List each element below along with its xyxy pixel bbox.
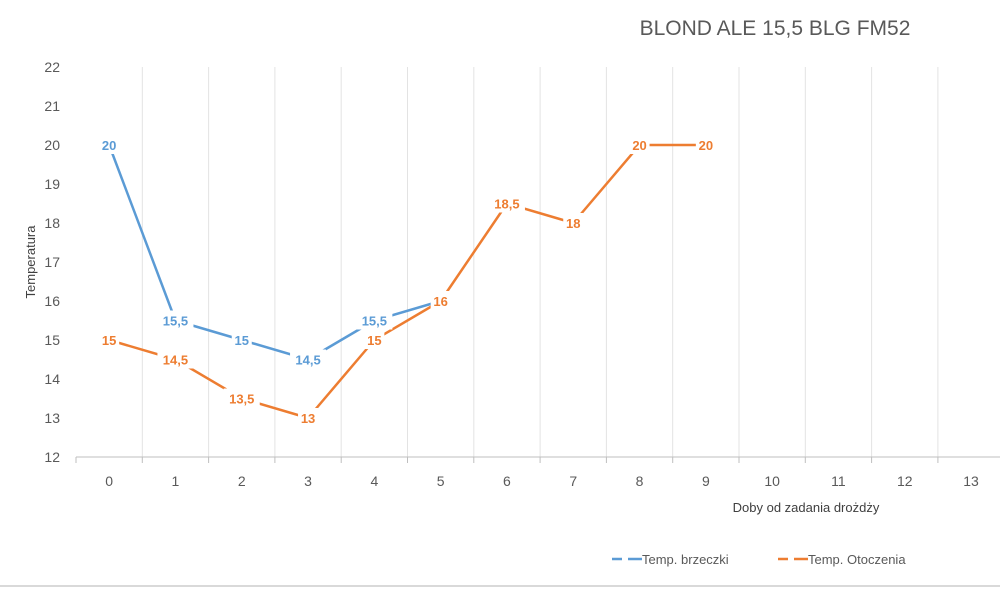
y-tick-label: 16 bbox=[44, 293, 60, 309]
x-tick-label: 8 bbox=[636, 473, 644, 489]
x-tick-label: 7 bbox=[569, 473, 577, 489]
x-tick-label: 6 bbox=[503, 473, 511, 489]
data-label-bg bbox=[488, 193, 525, 213]
y-tick-label: 22 bbox=[44, 59, 60, 75]
data-label: 13 bbox=[301, 411, 315, 426]
data-label: 15,5 bbox=[362, 314, 387, 329]
data-label: 16 bbox=[433, 294, 447, 309]
data-label: 15 bbox=[367, 333, 381, 348]
y-tick-label: 13 bbox=[44, 410, 60, 426]
data-label-bg bbox=[231, 330, 252, 349]
data-label-bg bbox=[298, 408, 319, 427]
data-label: 18,5 bbox=[494, 197, 519, 212]
legend-label: Temp. Otoczenia bbox=[808, 552, 906, 567]
data-label: 15,5 bbox=[163, 314, 188, 329]
data-label-bg bbox=[695, 135, 716, 154]
data-label-bg bbox=[157, 310, 194, 330]
x-tick-label: 5 bbox=[437, 473, 445, 489]
y-tick-label: 14 bbox=[44, 371, 60, 387]
data-label-bg bbox=[629, 135, 650, 154]
data-label: 14,5 bbox=[295, 353, 320, 368]
x-tick-label: 2 bbox=[238, 473, 246, 489]
x-tick-label: 13 bbox=[963, 473, 979, 489]
y-tick-label: 12 bbox=[44, 449, 60, 465]
chart-title: BLOND ALE 15,5 BLG FM52 bbox=[640, 17, 911, 40]
x-tick-label: 11 bbox=[831, 473, 846, 489]
data-label-bg bbox=[223, 388, 260, 408]
y-tick-label: 20 bbox=[44, 137, 60, 153]
data-label-bg bbox=[99, 330, 120, 349]
y-axis-label: Temperatura bbox=[23, 225, 38, 299]
data-label: 13,5 bbox=[229, 392, 254, 407]
data-label: 20 bbox=[699, 138, 713, 153]
data-label-bg bbox=[364, 330, 385, 349]
data-label-bg bbox=[563, 213, 584, 232]
y-tick-label: 18 bbox=[44, 215, 60, 231]
data-label-bg bbox=[290, 349, 327, 369]
y-tick-label: 15 bbox=[44, 332, 60, 348]
data-label: 20 bbox=[102, 138, 116, 153]
data-label-bg bbox=[430, 291, 451, 310]
legend-label: Temp. brzeczki bbox=[642, 552, 729, 567]
y-tick-label: 17 bbox=[44, 254, 60, 270]
x-axis-label: Doby od zadania drożdży bbox=[733, 500, 880, 515]
data-label: 20 bbox=[632, 138, 646, 153]
y-tick-label: 21 bbox=[44, 98, 60, 114]
x-tick-label: 4 bbox=[370, 473, 378, 489]
x-tick-label: 3 bbox=[304, 473, 312, 489]
series-line-1 bbox=[108, 143, 706, 420]
data-label: 15 bbox=[102, 333, 116, 348]
x-tick-label: 0 bbox=[105, 473, 113, 489]
data-label-bg bbox=[157, 349, 194, 369]
x-tick-label: 12 bbox=[897, 473, 913, 489]
data-label-bg bbox=[99, 135, 120, 154]
y-tick-label: 19 bbox=[44, 176, 60, 192]
data-label-bg bbox=[356, 310, 393, 330]
x-tick-label: 10 bbox=[764, 473, 780, 489]
data-label: 14,5 bbox=[163, 353, 188, 368]
x-tick-label: 9 bbox=[702, 473, 710, 489]
data-label: 15 bbox=[235, 333, 249, 348]
data-label: 18 bbox=[566, 216, 580, 231]
x-tick-label: 1 bbox=[172, 473, 180, 489]
